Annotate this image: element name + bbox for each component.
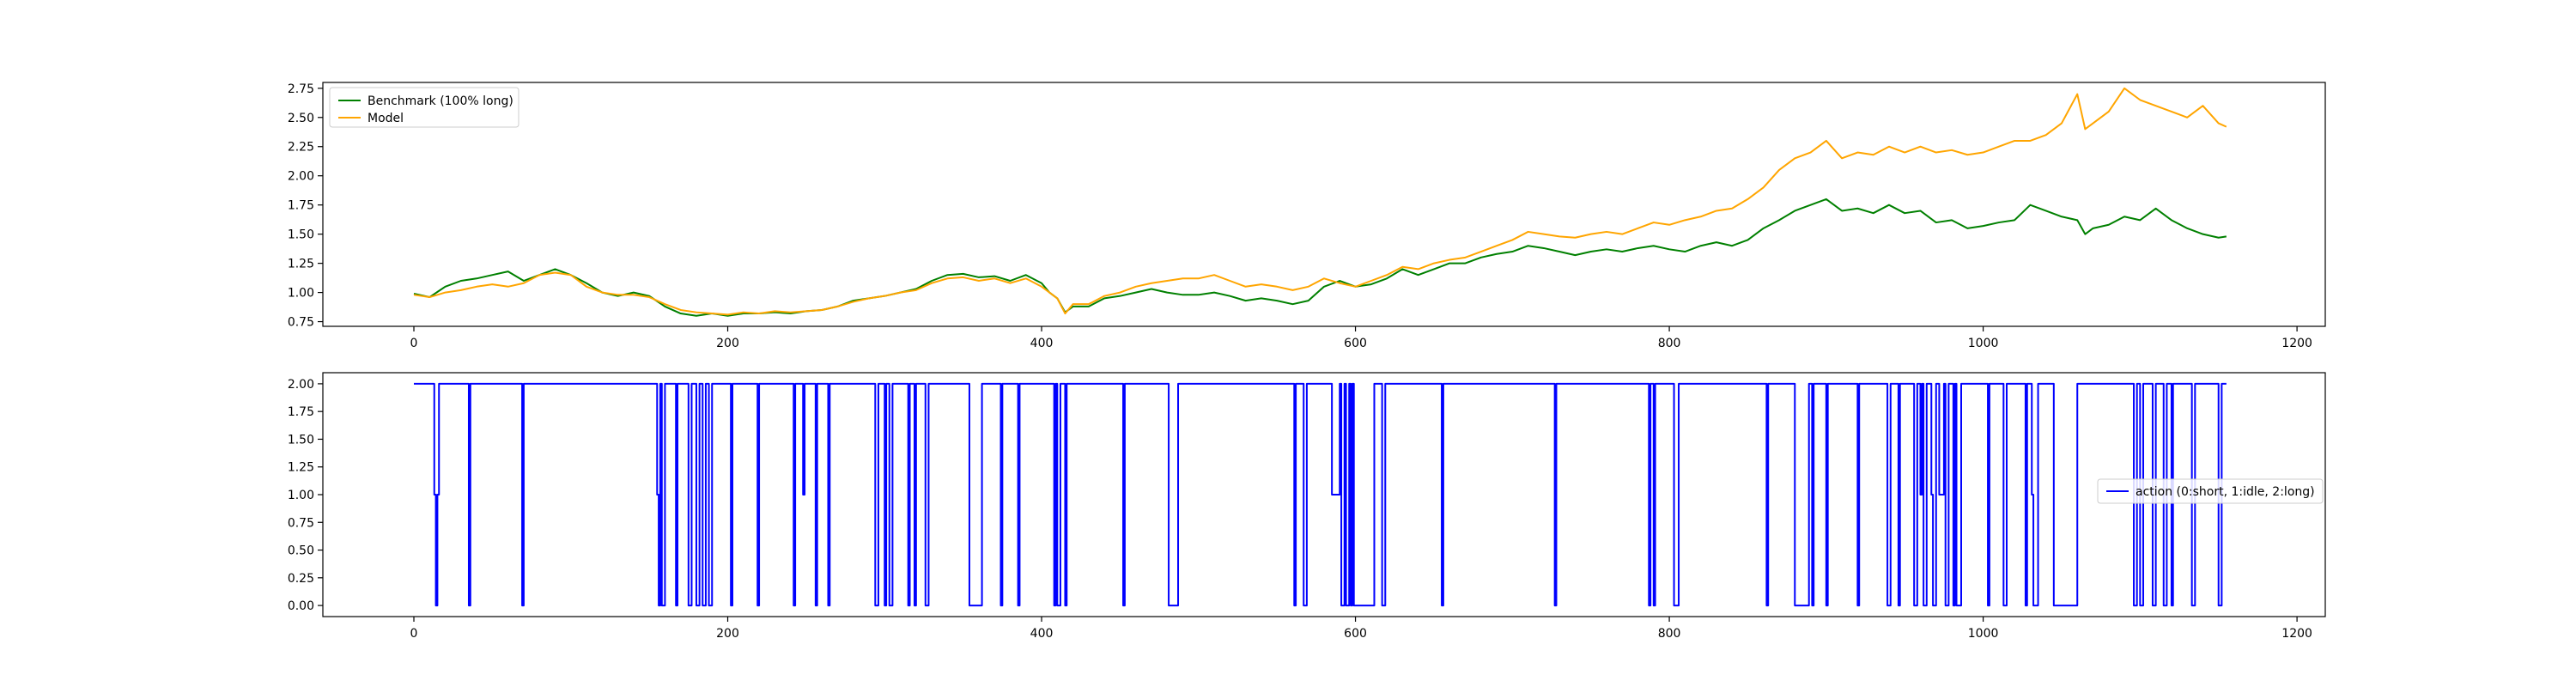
y-tick-label: 2.50 [288, 112, 314, 125]
x-tick-label: 1200 [2281, 337, 2312, 350]
x-tick-label: 400 [1030, 627, 1054, 641]
y-tick-label: 1.00 [288, 287, 314, 301]
y-tick-label: 1.00 [288, 489, 314, 502]
legend-label: action (0:short, 1:idle, 2:long) [2136, 485, 2315, 499]
y-tick-label: 0.75 [288, 316, 314, 330]
chart-panel-2: 0 200 400 600 800 1000 1200 0.00 0.25 0.50 0.75 1.0… [288, 372, 2326, 641]
x-tick-label: 800 [1658, 337, 1681, 350]
x-tick-label: 1200 [2281, 627, 2312, 641]
series-line-1-2 [413, 87, 2227, 316]
y-tick-label: 0.75 [288, 516, 314, 530]
x-tick-label: 600 [1344, 337, 1367, 350]
y-tick-label: 1.25 [288, 461, 314, 475]
chart-panel-1: 0 200 400 600 800 1000 1200 0.75 1.00 1.25 1.50 1.7… [288, 82, 2326, 350]
x-tick-label: 400 [1030, 337, 1054, 350]
y-tick-label: 2.25 [288, 141, 314, 155]
series-line-2-1 [414, 382, 2227, 607]
axes-frame [322, 82, 2326, 327]
y-tick-label: 0.25 [288, 572, 314, 586]
y-tick-label: 1.25 [288, 258, 314, 271]
y-tick-label: 1.75 [288, 199, 314, 213]
y-tick-label: 1.50 [288, 433, 314, 447]
legend-box [329, 87, 519, 128]
y-tick-label: 2.00 [288, 378, 314, 392]
legend: Benchmark (100% long) Model [329, 87, 519, 128]
y-tick-label: 1.75 [288, 405, 314, 419]
x-tick-label: 1000 [1968, 337, 1999, 350]
x-tick-label: 800 [1658, 627, 1681, 641]
y-tick-label: 2.75 [288, 82, 314, 96]
x-tick-label: 200 [716, 337, 739, 350]
x-tick-label: 1000 [1968, 627, 1999, 641]
legend-box [2097, 478, 2324, 504]
y-tick-label: 0.00 [288, 599, 314, 613]
legend-label: Benchmark (100% long) [368, 94, 513, 108]
y-tick-label: 1.50 [288, 228, 314, 242]
x-tick-label: 0 [410, 337, 418, 350]
x-tick-label: 0 [410, 627, 418, 641]
series-line-1-1 [413, 198, 2227, 317]
legend: action (0:short, 1:idle, 2:long) [2097, 478, 2324, 504]
y-tick-label: 2.00 [288, 170, 314, 184]
y-tick-label: 0.50 [288, 544, 314, 558]
x-tick-label: 600 [1344, 627, 1367, 641]
x-tick-label: 200 [716, 627, 739, 641]
legend-label: Model [368, 112, 404, 125]
